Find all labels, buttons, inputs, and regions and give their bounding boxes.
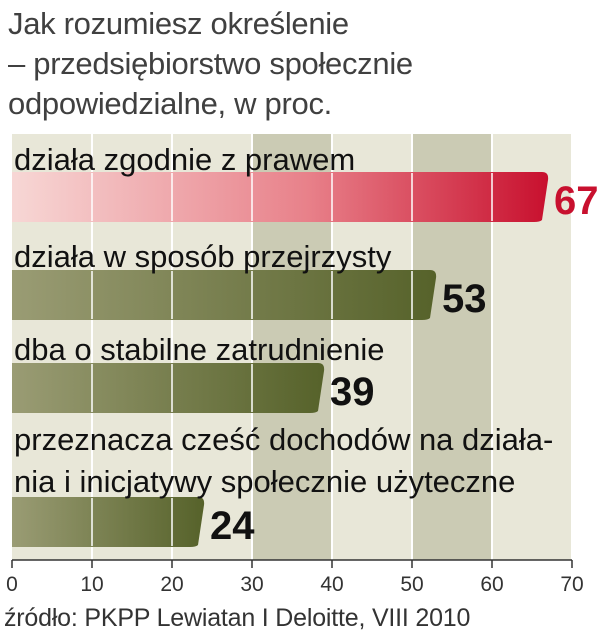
value-label: 24 [210,504,255,548]
tick-label: 70 [560,573,583,596]
value-label: 67 [554,179,599,223]
title-line-2: – przedsiębiorstwo społecznie [8,46,413,81]
bar [12,363,325,413]
source-note: źródło: PKPP Lewiatan I Deloitte, VIII 2… [4,604,471,632]
tick-label: 20 [160,573,183,596]
tick-label: 0 [6,573,18,596]
bar [12,270,437,320]
category-label: przeznacza cześć dochodów na działa- [14,422,553,457]
category-label: działa zgodnie z prawem [14,142,355,177]
category-label: dba o stabilne zatrudnienie [14,332,385,367]
tick-label: 60 [480,573,503,596]
value-label: 53 [442,277,487,321]
chart-title: Jak rozumiesz określenie – przedsiębiors… [8,4,568,124]
tick-label: 40 [320,573,343,596]
tick-label: 30 [240,573,263,596]
value-label: 39 [330,370,375,414]
category-label: nia i inicjatywy społecznie użyteczne [14,464,515,499]
title-line-3: odpowiedzialne, w proc. [8,86,332,121]
bar [12,172,549,222]
bar [12,497,205,547]
tick-label: 10 [80,573,103,596]
category-label: działa w sposób przejrzysty [14,239,392,274]
tick-label: 50 [400,573,423,596]
title-line-1: Jak rozumiesz określenie [8,6,349,41]
